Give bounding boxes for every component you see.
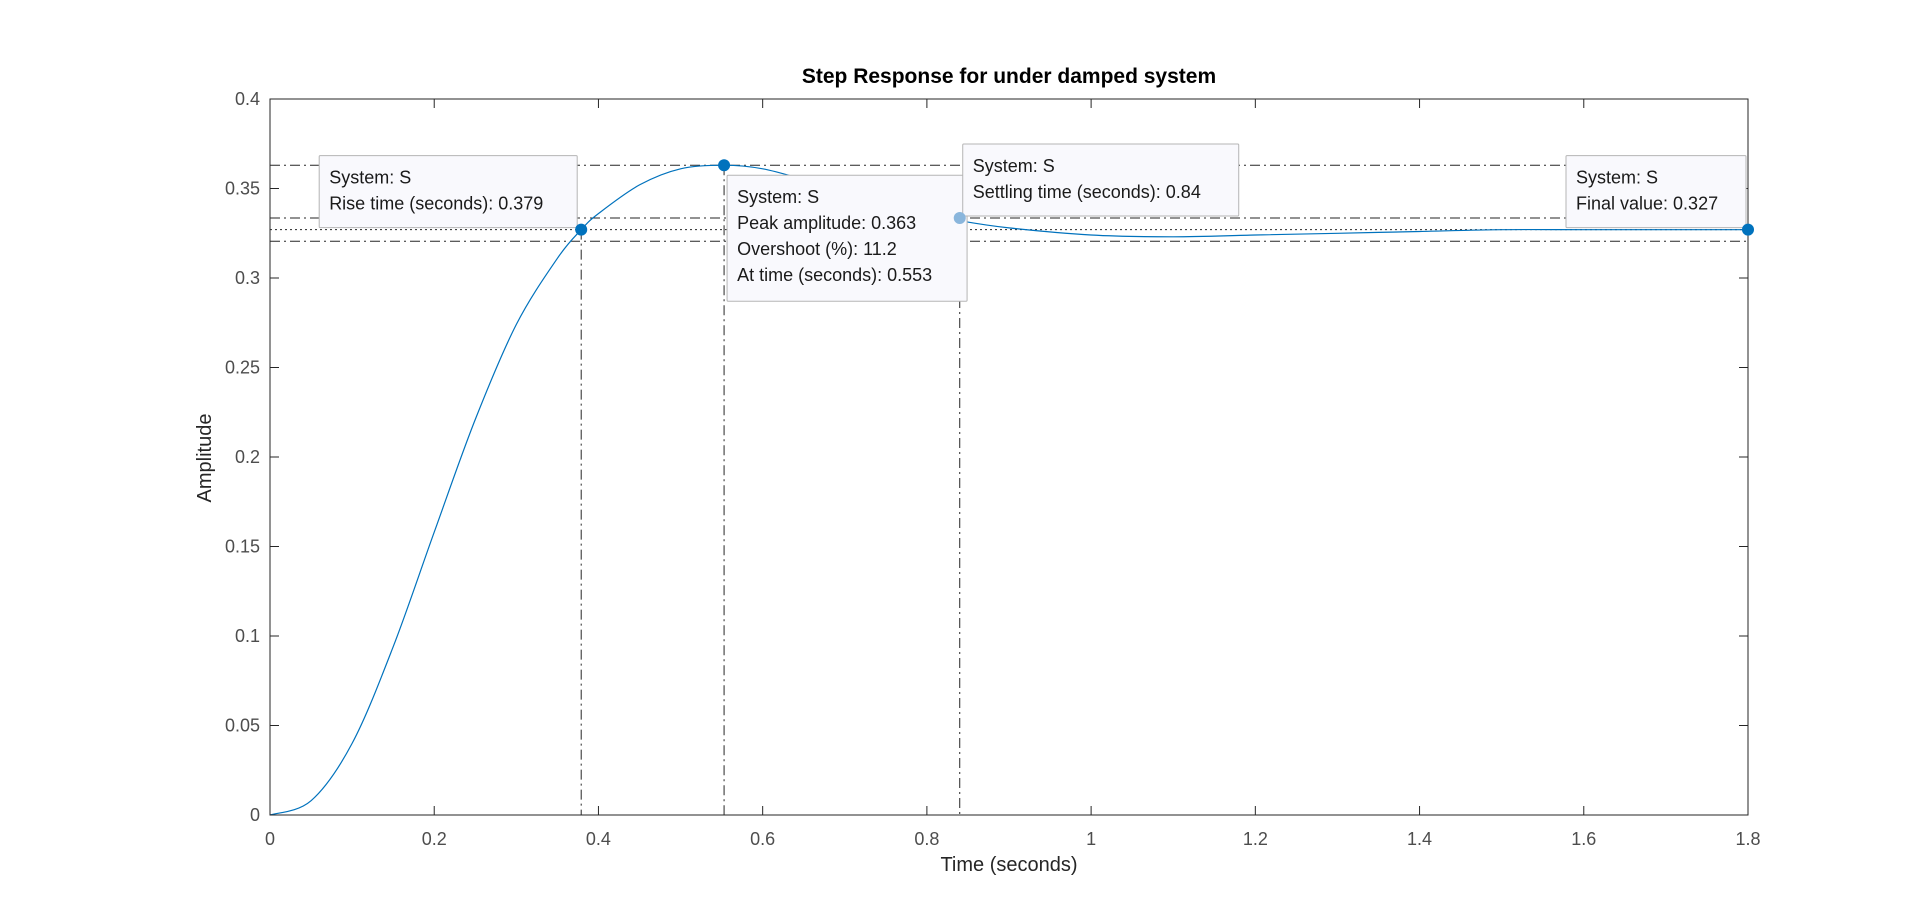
x-tick-label: 1.6 [1571, 829, 1596, 849]
y-tick-label: 0.3 [235, 268, 260, 288]
y-tick-label: 0.2 [235, 447, 260, 467]
x-tick-label: 1.2 [1243, 829, 1268, 849]
y-tick-label: 0.25 [225, 358, 260, 378]
x-tick-label: 0.2 [422, 829, 447, 849]
datatip-text-rise: System: S [329, 168, 411, 188]
x-tick-label: 1.4 [1407, 829, 1432, 849]
y-tick-label: 0.15 [225, 537, 260, 557]
y-tick-label: 0.1 [235, 626, 260, 646]
datatip-text-rise: Rise time (seconds): 0.379 [329, 194, 543, 214]
datatip-text-peak: Overshoot (%): 11.2 [737, 239, 897, 259]
y-tick-label: 0.4 [235, 89, 260, 109]
chart-title: Step Response for under damped system [802, 65, 1216, 88]
datatip-text-peak: At time (seconds): 0.553 [737, 265, 932, 285]
datatip-box-final [1565, 155, 1747, 229]
y-tick-label: 0.05 [225, 716, 260, 736]
datatip-text-peak: System: S [737, 187, 819, 207]
datatip-marker-rise [575, 223, 588, 236]
datatip-text-final: Final value: 0.327 [1576, 194, 1718, 214]
datatip-text-settling: System: S [973, 156, 1055, 176]
axis-ticks: 0 0.2 0.4 0.6 0.8 1 1.2 1.4 1.6 1.8 0 0.05 0.1 0.15 0.… [225, 89, 1761, 849]
y-tick-label: 0 [250, 805, 260, 825]
datatip-text-final: System: S [1576, 168, 1658, 188]
datatip-text-peak: Peak amplitude: 0.363 [737, 213, 916, 233]
datatip-box-rise [318, 155, 578, 229]
y-axis-label: Amplitude [194, 414, 216, 503]
datatip-marker-peak [718, 159, 731, 172]
x-tick-label: 1 [1086, 829, 1096, 849]
datatip-text-settling: Settling time (seconds): 0.84 [973, 182, 1201, 202]
x-tick-label: 0.4 [586, 829, 611, 849]
x-tick-label: 0.8 [914, 829, 939, 849]
datatip-box-settling [962, 143, 1240, 217]
datatip-box-peak [726, 174, 968, 302]
x-tick-label: 0.6 [750, 829, 775, 849]
x-tick-label: 1.8 [1735, 829, 1760, 849]
datatip-marker-final [1742, 223, 1754, 236]
x-axis-label: Time (seconds) [940, 854, 1077, 876]
datatips: System: S Rise time (seconds): 0.379 Syste… [318, 143, 1754, 302]
datatip-marker-settling [953, 212, 966, 225]
x-tick-label: 0 [265, 829, 275, 849]
y-tick-label: 0.35 [225, 179, 260, 199]
